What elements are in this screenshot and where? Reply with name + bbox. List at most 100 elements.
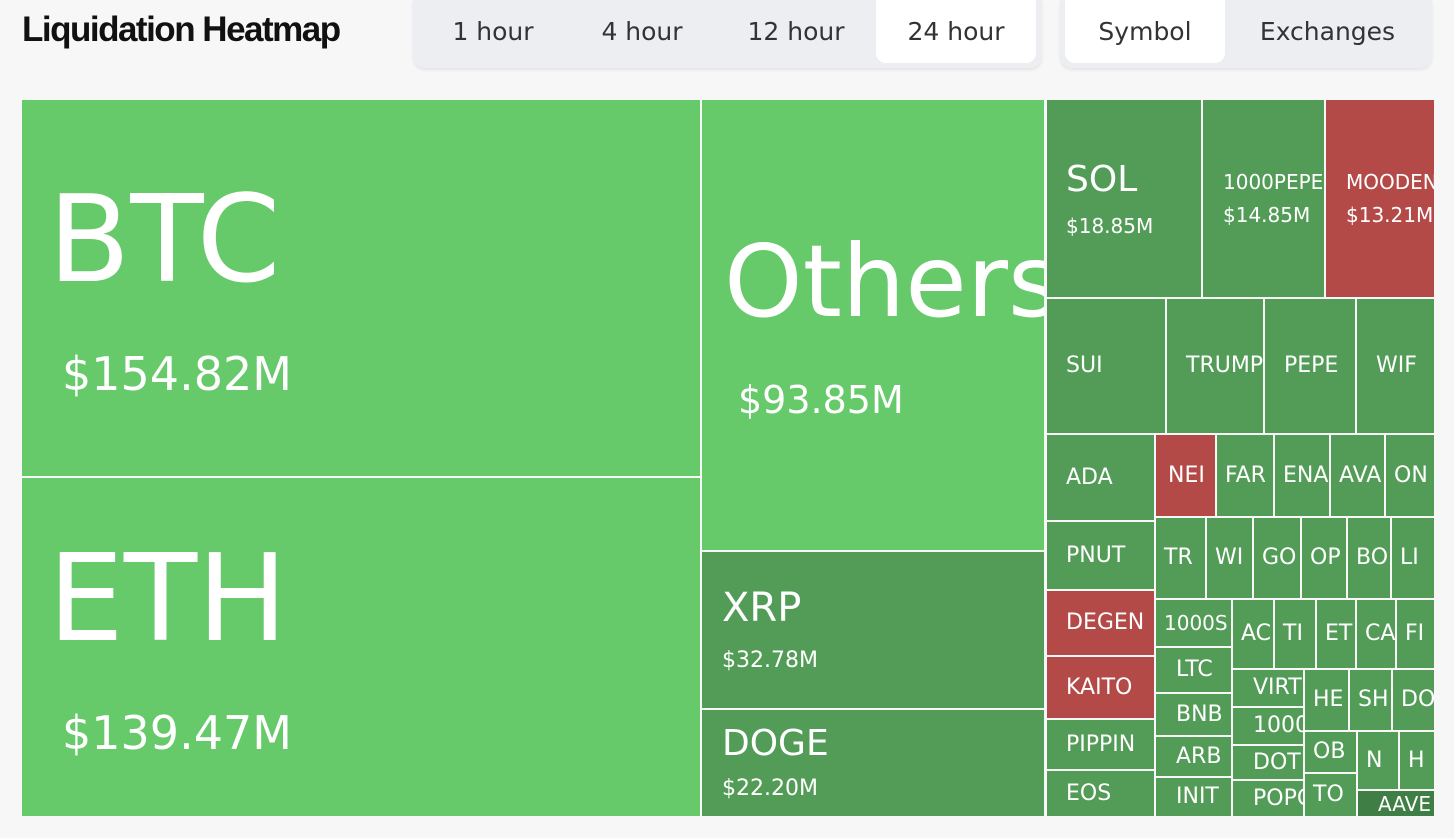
- treemap-cell[interactable]: BTC $154.82M: [22, 100, 700, 476]
- treemap-cell[interactable]: GO: [1254, 518, 1300, 598]
- treemap-cell[interactable]: NEI: [1156, 435, 1215, 516]
- treemap-cell[interactable]: TRUMP: [1167, 299, 1263, 433]
- treemap-cell[interactable]: PNUT: [1047, 522, 1154, 589]
- cell-label: DOGE: [722, 723, 829, 764]
- cell-label: EOS: [1066, 780, 1112, 806]
- cell-label: OB: [1313, 739, 1346, 764]
- treemap-cell[interactable]: WI: [1207, 518, 1252, 598]
- cell-label: POPC: [1253, 785, 1303, 811]
- treemap-cell[interactable]: 1000: [1233, 708, 1303, 744]
- treemap-cell[interactable]: BO: [1348, 518, 1390, 598]
- treemap-cell[interactable]: DEGEN: [1047, 591, 1154, 655]
- cell-label: N: [1366, 747, 1383, 773]
- cell-value: $13.21M: [1346, 202, 1434, 227]
- treemap-cell[interactable]: TR: [1156, 518, 1205, 598]
- treemap-cell[interactable]: SH: [1350, 670, 1391, 730]
- treemap-cell[interactable]: CA: [1357, 600, 1395, 668]
- cell-label: DEGEN: [1066, 610, 1145, 635]
- cell-label: PIPPIN: [1066, 731, 1136, 757]
- treemap-cell[interactable]: 1000S: [1156, 600, 1231, 646]
- time-tab[interactable]: 4 hour: [601, 17, 683, 46]
- treemap-cell[interactable]: KAITO: [1047, 657, 1154, 718]
- treemap-cell[interactable]: LI: [1392, 518, 1434, 598]
- treemap-cell[interactable]: AAVE: [1358, 791, 1434, 816]
- cell-label: DOT: [1253, 749, 1301, 775]
- cell-label: WIF: [1376, 353, 1417, 378]
- treemap-cell[interactable]: LTC: [1156, 648, 1231, 692]
- cell-label: FAR: [1225, 462, 1266, 488]
- cell-label: ENA: [1283, 462, 1329, 488]
- cell-label: LI: [1400, 545, 1419, 570]
- time-tab[interactable]: 12 hour: [747, 17, 845, 46]
- cell-label: DO: [1401, 687, 1434, 712]
- cell-label: XRP: [722, 585, 802, 631]
- treemap-cell[interactable]: PEPE: [1265, 299, 1355, 433]
- cell-label: LTC: [1176, 657, 1213, 682]
- cell-label: WI: [1215, 545, 1244, 570]
- time-tab[interactable]: 24 hour: [876, 0, 1036, 63]
- treemap-cell[interactable]: VIRT: [1233, 670, 1303, 706]
- cell-label: 1000S: [1164, 611, 1228, 635]
- treemap-cell[interactable]: ETH $139.47M: [22, 478, 700, 816]
- cell-label: KAITO: [1066, 674, 1133, 700]
- cell-label: SUI: [1066, 353, 1103, 378]
- treemap-cell[interactable]: ARB: [1156, 737, 1231, 776]
- cell-label: ARB: [1176, 743, 1222, 769]
- treemap-cell[interactable]: MOODENG $13.21M: [1326, 100, 1434, 297]
- view-tab-group: Symbol Exchanges: [1060, 0, 1432, 68]
- treemap-cell[interactable]: ENA: [1275, 435, 1329, 516]
- treemap-cell[interactable]: TO: [1305, 774, 1356, 816]
- treemap-cell[interactable]: FAR: [1217, 435, 1273, 516]
- treemap-cell[interactable]: BNB: [1156, 694, 1231, 735]
- cell-label: OP: [1310, 545, 1341, 570]
- treemap-cell[interactable]: OP: [1302, 518, 1346, 598]
- cell-value: $139.47M: [62, 705, 292, 760]
- cell-label: CA: [1365, 621, 1395, 646]
- cell-value: $93.85M: [738, 378, 904, 422]
- cell-label: AAVE: [1378, 791, 1431, 816]
- view-tab[interactable]: Symbol: [1065, 0, 1225, 63]
- treemap-cell[interactable]: FI: [1397, 600, 1434, 668]
- treemap-cell[interactable]: PIPPIN: [1047, 720, 1154, 769]
- cell-label: TO: [1313, 782, 1344, 807]
- treemap-cell[interactable]: OB: [1305, 732, 1356, 772]
- treemap-cell[interactable]: DOT: [1233, 746, 1303, 779]
- treemap-cell[interactable]: HE: [1305, 670, 1348, 730]
- treemap-cell[interactable]: WIF: [1357, 299, 1434, 433]
- treemap-cell[interactable]: Others $93.85M: [702, 100, 1044, 550]
- cell-label: BTC: [48, 170, 281, 310]
- treemap-cell[interactable]: AVA: [1331, 435, 1384, 516]
- cell-label: ET: [1325, 621, 1353, 646]
- treemap-cell[interactable]: SOL $18.85M: [1047, 100, 1201, 297]
- treemap-cell[interactable]: 1000PEPE $14.85M: [1203, 100, 1324, 297]
- cell-label: BNB: [1176, 701, 1223, 727]
- treemap-cell[interactable]: AC: [1233, 600, 1273, 668]
- treemap-cell[interactable]: INIT: [1156, 778, 1231, 816]
- cell-label: TI: [1283, 621, 1303, 646]
- treemap-cell[interactable]: EOS: [1047, 771, 1154, 816]
- cell-value: $14.85M: [1223, 202, 1311, 227]
- treemap-cell[interactable]: XRP $32.78M: [702, 552, 1044, 708]
- treemap-cell[interactable]: DOGE $22.20M: [702, 710, 1044, 816]
- cell-label: H: [1408, 747, 1425, 773]
- cell-label: ETH: [48, 529, 288, 669]
- cell-label: 1000: [1253, 713, 1303, 738]
- treemap-cell[interactable]: N: [1358, 732, 1398, 789]
- treemap-cell[interactable]: ON: [1386, 435, 1434, 516]
- cell-label: INIT: [1176, 784, 1219, 809]
- time-tab-group: 1 hour 4 hour 12 hour 24 hour: [413, 0, 1042, 68]
- cell-label: TR: [1164, 545, 1193, 570]
- treemap-cell[interactable]: SUI: [1047, 299, 1165, 433]
- treemap-cell[interactable]: H: [1400, 732, 1434, 789]
- treemap-cell[interactable]: ADA: [1047, 435, 1154, 520]
- cell-label: AVA: [1339, 462, 1382, 488]
- cell-label: PNUT: [1066, 542, 1126, 568]
- treemap-cell[interactable]: POPC: [1233, 781, 1303, 816]
- treemap-cell[interactable]: TI: [1275, 600, 1315, 668]
- view-tab[interactable]: Exchanges: [1259, 17, 1396, 46]
- treemap-cell[interactable]: ET: [1317, 600, 1355, 668]
- time-tab[interactable]: 1 hour: [452, 17, 534, 46]
- cell-label: ON: [1394, 462, 1428, 488]
- treemap-cell[interactable]: DO: [1393, 670, 1434, 730]
